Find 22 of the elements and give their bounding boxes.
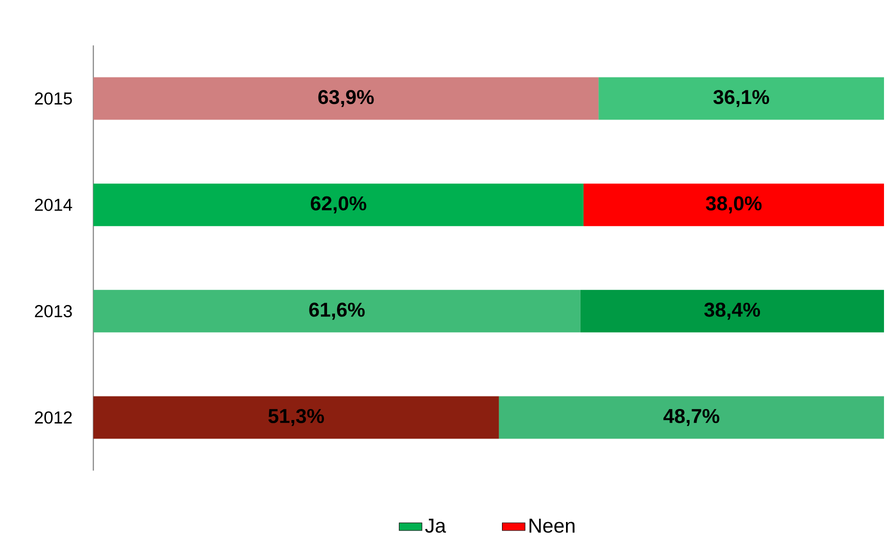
data-label: 51,3% [268,408,324,426]
data-label: 63,9% [318,90,374,107]
bar [93,290,580,332]
data-label: 48,7% [663,408,720,426]
y-tick-label: 2012 [34,411,72,424]
bar [598,77,884,120]
data-label: 38,4% [704,302,760,320]
y-tick-label: 2014 [34,198,72,211]
bar [93,77,599,120]
bar [580,290,884,332]
bar [93,183,584,226]
data-label: 36,1% [713,90,770,107]
bar [584,183,884,226]
data-label: 61,6% [309,302,365,320]
data-label: 38,0% [706,196,762,214]
data-label: 62,0% [310,196,366,214]
legend-label: Ja [425,518,446,533]
y-tick-label: 2015 [34,92,72,104]
bar [93,396,499,439]
legend-label: Neen [530,518,574,533]
bar [498,396,884,439]
y-tick-label: 2013 [34,304,72,318]
